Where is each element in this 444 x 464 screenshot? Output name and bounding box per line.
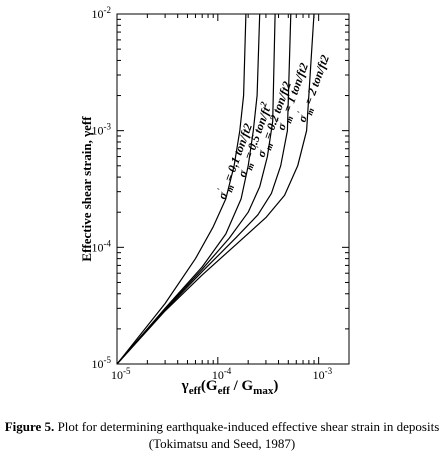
y-tick-label-exponent: -4 (104, 238, 112, 248)
x-tick-label: 10-4 (212, 366, 232, 382)
y-axis-label: Effective shear strain, γeff (79, 116, 94, 262)
x-tick-label-mantissa: 10 (313, 368, 325, 382)
y-tick-label-exponent: -3 (104, 122, 112, 132)
x-tick-label-mantissa: 10 (111, 368, 123, 382)
curve-label-sigma: σ (235, 168, 251, 179)
axis-tick-labels: 10-5 10-4 10-310-510-410-310-2 (92, 5, 333, 382)
caption-text: Plot for determining earthquake-induced … (54, 419, 440, 451)
y-tick-label: 10-2 (92, 5, 112, 21)
curve-label-sub: m (304, 107, 316, 117)
y-tick-label: 10-3 (92, 122, 112, 138)
curve-label-sigma: σ (295, 113, 311, 124)
x-label-slash: / G (230, 378, 254, 394)
curve-label-sub: m (224, 184, 236, 194)
plot-frame (116, 13, 350, 365)
x-tick-label-exponent: -4 (224, 366, 232, 376)
x-tick-label: 10-3 (313, 366, 333, 382)
y-tick-label-mantissa: 10 (92, 240, 104, 254)
chart: 10-5 10-4 10-310-510-410-310-2 σ'm = 0.1 t… (79, 5, 350, 397)
curve-label-sigma: σ (274, 121, 290, 132)
series-line-3 (116, 13, 276, 365)
x-tick-label-exponent: -5 (123, 366, 131, 376)
x-tick-label-exponent: -3 (325, 366, 333, 376)
curve-label-sigma: σ (254, 148, 270, 159)
data-curves (116, 13, 315, 365)
curve-label-sup: 2 (258, 100, 269, 109)
y-tick-label-mantissa: 10 (92, 7, 104, 21)
curve-label-sigma: σ (215, 190, 231, 201)
curve-label-sub: m (283, 115, 295, 125)
curve-label-prime: ' (295, 110, 305, 116)
x-axis-label: γeff(Geff / Gmax) (181, 378, 279, 397)
x-label-sub-max: max (253, 385, 274, 397)
x-label-sub-eff: eff (189, 385, 202, 397)
curve-label-prime: ' (254, 145, 264, 151)
x-label-open: (G (201, 378, 218, 394)
curve-label-prime: ' (235, 165, 245, 171)
x-label-gamma: γ (181, 378, 189, 394)
y-tick-label: 10-4 (92, 238, 112, 254)
x-tick-label-mantissa: 10 (212, 368, 224, 382)
curve-label-sub: m (263, 142, 275, 152)
x-label-close: ) (273, 378, 278, 394)
y-tick-label-exponent: -5 (104, 355, 112, 365)
x-tick-label: 10-5 (111, 366, 131, 382)
curve-label-prime: ' (215, 187, 225, 193)
curve-label-sub: m (244, 162, 256, 172)
series-line-1 (116, 13, 247, 365)
figure-caption: Figure 5. Plot for determining earthquak… (0, 418, 444, 452)
caption-label: Figure 5. (4, 419, 55, 434)
series-line-2 (116, 13, 261, 365)
curve-label-prime: ' (274, 118, 284, 124)
y-tick-label-mantissa: 10 (92, 357, 104, 371)
series-line-4 (116, 13, 292, 365)
y-tick-label-exponent: -2 (104, 5, 112, 15)
series-line-5 (116, 13, 315, 365)
y-tick-label: 10-5 (92, 355, 112, 371)
axis-ticks (116, 14, 350, 365)
x-label-sub-geff: eff (218, 385, 231, 397)
y-tick-label-mantissa: 10 (92, 124, 104, 138)
